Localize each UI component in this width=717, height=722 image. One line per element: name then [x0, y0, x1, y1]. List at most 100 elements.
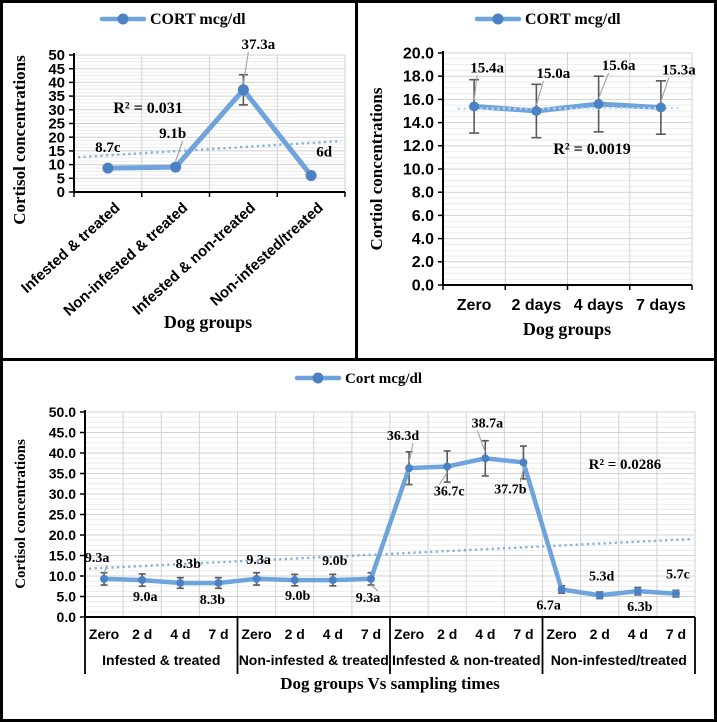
x-subcategory-label: 7 d	[208, 626, 228, 642]
data-point-marker	[138, 576, 147, 585]
y-tick-label: 35.0	[49, 465, 76, 481]
x-subcategory-label: Zero	[241, 626, 271, 642]
leader-line	[175, 140, 184, 162]
chart-cort-by-sampling-time: 15.4a 15.0a 15.6a 15.3a 0.0 2.0 4.0 6.0 8.0 10.0 1…	[367, 11, 696, 339]
x-axis-title: Dog groups	[523, 319, 611, 339]
y-tick-label: 0	[57, 184, 65, 201]
data-label: 6.7a	[536, 599, 561, 614]
data-label: 36.3d	[387, 429, 420, 444]
data-point-marker	[593, 99, 604, 110]
leader-line	[519, 468, 525, 483]
data-label: 9.1b	[159, 126, 186, 142]
data-label: 15.6a	[602, 58, 636, 74]
data-point-marker	[481, 454, 490, 463]
x-group-label: Infested & non-treated	[392, 652, 541, 668]
data-point-marker	[328, 576, 337, 585]
x-subcategory-label: 4 d	[323, 626, 343, 642]
leader-line	[408, 443, 414, 463]
x-subcategory-label: 4 d	[475, 626, 495, 642]
trendline	[77, 139, 342, 159]
x-subcategory-label: Zero	[89, 626, 119, 642]
y-tick-label: 5.0	[57, 588, 77, 604]
trendline	[457, 106, 681, 110]
y-tick-label: 45	[48, 61, 65, 78]
data-label: 15.0a	[537, 66, 571, 82]
y-tick-label: 4.0	[412, 231, 434, 248]
data-label: 8.7c	[95, 140, 121, 156]
y-tick-label: 0.0	[57, 609, 77, 625]
data-label: 5.7c	[666, 568, 690, 583]
data-point-marker	[595, 591, 604, 600]
data-label: 8.3b	[176, 557, 202, 572]
leader-line	[598, 72, 610, 99]
y-tick-label: 16.0	[403, 92, 434, 109]
data-point-marker	[655, 102, 666, 113]
data-point-marker	[531, 106, 542, 116]
data-label: 38.7a	[472, 416, 504, 431]
x-axis-title: Dog groups	[164, 312, 252, 332]
data-point-marker	[405, 464, 414, 473]
data-point-marker	[366, 574, 375, 583]
data-point-marker	[176, 578, 185, 587]
y-tick-label: 6.0	[412, 208, 434, 225]
y-tick-label: 20	[48, 129, 65, 146]
x-subcategory-label: 2 d	[285, 626, 305, 642]
y-axis-title: Cortiol concentrations	[367, 87, 386, 250]
y-tick-label: 15.0	[49, 547, 76, 563]
x-category-label: Zero	[457, 297, 492, 314]
x-subcategory-label: 7 d	[513, 626, 533, 642]
data-point-marker	[252, 574, 261, 583]
data-point-marker	[170, 161, 182, 173]
x-group-label: Non-infested/treated	[551, 652, 687, 668]
legend-marker-icon	[117, 13, 129, 25]
y-tick-label: 10.0	[49, 568, 76, 584]
data-point-marker	[443, 462, 452, 471]
data-point-marker	[557, 585, 566, 594]
data-point-marker	[469, 101, 480, 112]
x-group-label: Non-infested & treated	[239, 652, 389, 668]
y-tick-label: 25	[48, 116, 65, 133]
leader-line	[476, 430, 486, 453]
y-tick-label: 15	[48, 143, 65, 160]
legend-label: CORT mcg/dl	[150, 11, 246, 28]
leader-line	[103, 564, 108, 574]
chart-cort-by-group-and-time: 9.3a 9.0a 8.3b 8.3b 9.3a 9.0b 9.0b 9.3a 36.3d 36.…	[13, 371, 696, 693]
x-category-label: Non-infested/treated	[207, 199, 327, 309]
y-tick-label: 20.0	[49, 527, 76, 543]
data-label: 8.3b	[200, 593, 226, 608]
y-tick-label: 10.0	[403, 161, 434, 178]
data-point-marker	[214, 578, 223, 587]
y-tick-label: 50	[48, 47, 65, 64]
data-point-marker	[100, 574, 109, 583]
x-category-label: 4 days	[574, 297, 624, 314]
data-label: 6.3b	[627, 600, 653, 615]
r-squared-label: R² = 0.031	[113, 100, 182, 117]
data-label: 6d	[316, 145, 333, 161]
leader-line	[660, 77, 670, 102]
data-point-marker	[519, 458, 528, 467]
y-tick-label: 25.0	[49, 506, 76, 522]
x-subcategory-label: 7 d	[666, 626, 686, 642]
x-axis-title: Dog groups Vs sampling times	[280, 674, 500, 693]
x-subcategory-label: 2 d	[437, 626, 457, 642]
y-tick-label: 14.0	[403, 115, 434, 132]
y-tick-label: 30.0	[49, 486, 76, 502]
legend-marker-icon	[492, 13, 504, 25]
data-point-marker	[290, 576, 299, 585]
data-point-marker	[102, 162, 114, 174]
data-label: 36.7c	[434, 485, 465, 500]
y-tick-label: 18.0	[403, 69, 434, 86]
data-label: 37.7b	[494, 482, 527, 497]
data-label: 9.3a	[85, 551, 110, 566]
leader-line	[242, 51, 249, 84]
data-label: 9.3a	[356, 591, 381, 606]
legend-label: Cort mcg/dl	[345, 371, 422, 387]
panel-bottom-chart: 9.3a 9.0a 8.3b 8.3b 9.3a 9.0b 9.0b 9.3a 36.3d 36.…	[3, 361, 714, 719]
leader-line	[535, 80, 544, 106]
y-tick-label: 30	[48, 102, 65, 119]
legend-marker-icon	[312, 372, 324, 384]
data-point-marker	[237, 84, 249, 96]
y-axis-title: Cortisol concentrations	[10, 55, 29, 225]
data-label: 15.4a	[470, 60, 504, 76]
